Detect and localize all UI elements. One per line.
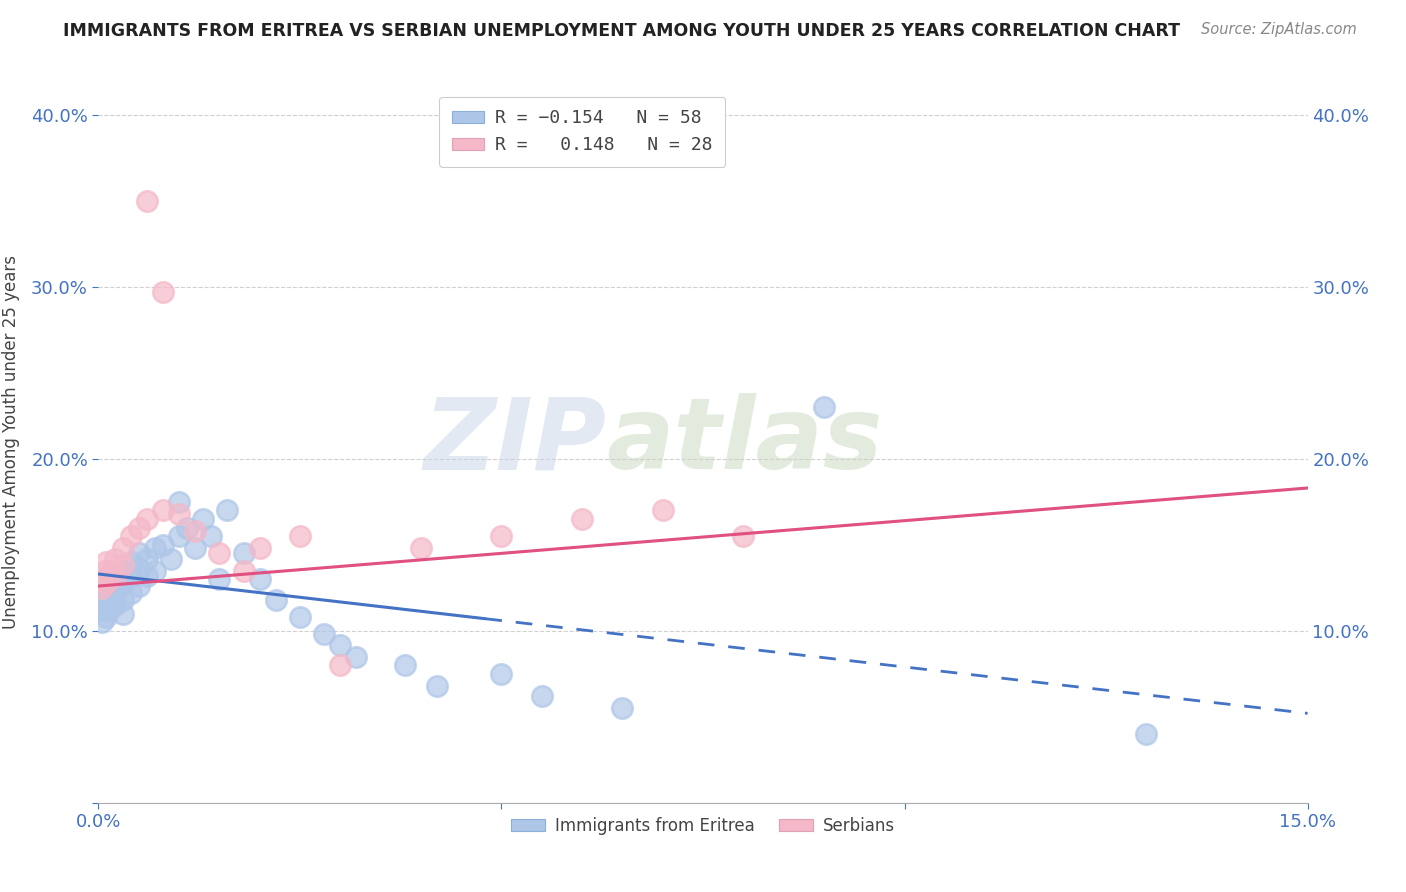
Point (91, 615, 114, 630)
Point (426, 679, 449, 693)
Point (167, 529, 190, 543)
Point (733, 529, 755, 543)
Point (128, 562, 150, 576)
Point (103, 568, 125, 582)
Point (264, 592, 287, 607)
Point (193, 512, 215, 526)
Point (96, 594, 118, 608)
Point (152, 503, 174, 517)
Point (152, 538, 174, 552)
Point (135, 551, 157, 566)
Point (232, 564, 254, 578)
Point (103, 572, 125, 586)
Point (329, 658, 352, 673)
Point (103, 586, 125, 600)
Point (97, 568, 120, 582)
Point (111, 607, 134, 621)
Point (394, 658, 416, 673)
Point (91, 598, 114, 612)
Point (111, 592, 134, 607)
Point (288, 529, 311, 543)
Point (184, 541, 207, 556)
Point (90, 575, 112, 590)
Point (120, 555, 142, 569)
Point (135, 194, 157, 208)
Point (208, 572, 231, 586)
Point (232, 546, 254, 560)
Point (143, 541, 166, 556)
Point (409, 541, 432, 556)
Point (91, 581, 114, 595)
Point (530, 689, 553, 703)
Point (208, 546, 231, 560)
Point (491, 666, 513, 681)
Point (100, 601, 122, 615)
Legend: Immigrants from Eritrea, Serbians: Immigrants from Eritrea, Serbians (505, 810, 901, 841)
Y-axis label: Unemployment Among Youth under 25 years: Unemployment Among Youth under 25 years (1, 254, 20, 629)
Point (96, 584, 118, 599)
Point (217, 503, 239, 517)
Point (249, 541, 271, 556)
Point (111, 564, 134, 578)
Point (135, 568, 157, 582)
Point (100, 564, 122, 578)
Point (111, 541, 134, 556)
Point (249, 572, 271, 586)
Point (111, 575, 134, 590)
Point (167, 494, 190, 508)
Point (128, 579, 150, 593)
Point (184, 524, 207, 538)
Point (90, 572, 112, 586)
Point (91, 592, 114, 607)
Point (176, 520, 198, 534)
Point (90, 581, 112, 595)
Point (651, 503, 673, 517)
Point (94, 564, 117, 578)
Point (89, 590, 111, 604)
Point (120, 586, 142, 600)
Text: IMMIGRANTS FROM ERITREA VS SERBIAN UNEMPLOYMENT AMONG YOUTH UNDER 25 YEARS CORRE: IMMIGRANTS FROM ERITREA VS SERBIAN UNEMP… (63, 22, 1180, 40)
Text: atlas: atlas (606, 393, 883, 490)
Point (100, 590, 122, 604)
Point (813, 400, 835, 414)
Point (103, 551, 125, 566)
Point (107, 575, 129, 590)
Point (200, 529, 222, 543)
Point (120, 568, 142, 582)
Point (612, 701, 634, 715)
Point (160, 551, 183, 566)
Point (96, 610, 118, 624)
Point (491, 529, 513, 543)
Point (96, 575, 118, 590)
Point (97, 581, 120, 595)
Point (152, 285, 174, 299)
Text: ZIP: ZIP (423, 393, 606, 490)
Point (167, 507, 190, 521)
Point (94, 586, 117, 600)
Point (571, 512, 593, 526)
Point (314, 627, 336, 641)
Point (344, 649, 367, 664)
Point (93, 603, 115, 617)
Point (288, 610, 311, 624)
Point (143, 564, 166, 578)
Point (135, 512, 157, 526)
Point (96, 555, 118, 569)
Point (1135, 727, 1157, 741)
Point (96, 572, 118, 586)
Point (120, 529, 142, 543)
Point (103, 598, 125, 612)
Point (128, 520, 150, 534)
Text: Source: ZipAtlas.com: Source: ZipAtlas.com (1201, 22, 1357, 37)
Point (111, 558, 134, 573)
Point (128, 546, 150, 560)
Point (329, 638, 352, 652)
